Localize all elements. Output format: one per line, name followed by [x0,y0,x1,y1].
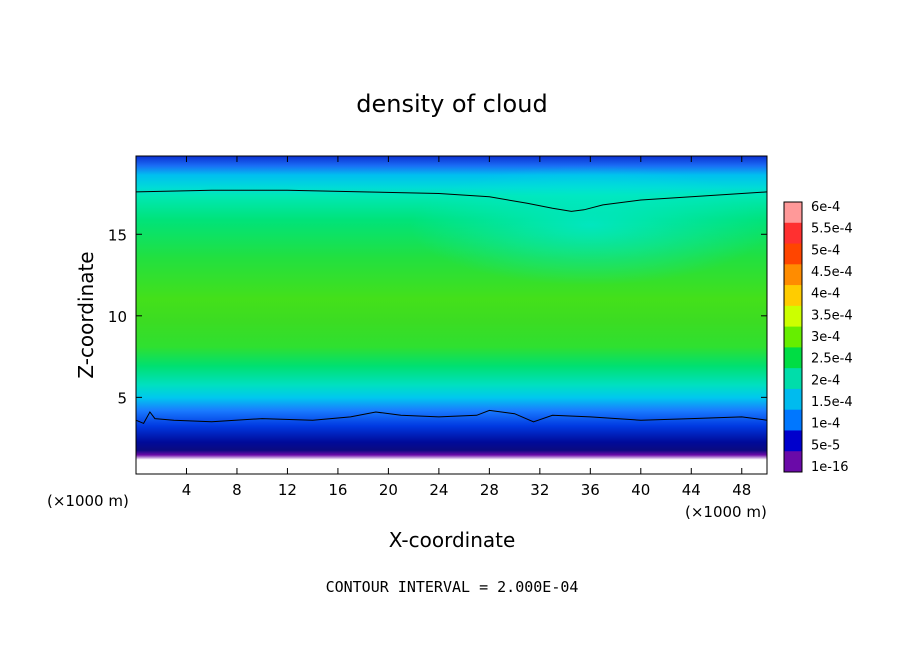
x-tick-label: 20 [379,481,398,499]
colorbar-label: 5e-5 [811,438,840,453]
colorbar-swatch [784,409,802,431]
x-tick-label: 32 [530,481,549,499]
colorbar-label: 3.5e-4 [811,308,853,323]
colorbar-swatch [784,285,802,307]
plot-frame [135,155,768,475]
colorbar-swatch [784,430,802,452]
colorbar-label: 1.5e-4 [811,395,853,410]
contour-line-upper [136,189,767,212]
y-unit-right: (×1000 m) [685,503,767,521]
contour-line-lower [136,409,767,425]
x-tick-label: 36 [581,481,600,499]
colorbar-swatch [784,305,802,328]
colorbar-swatch [784,264,802,286]
x-axis-label: X-coordinate [389,528,516,552]
colorbar-frame [783,201,803,473]
y-tick-label: 10 [108,308,127,326]
colorbar-label: 4.5e-4 [811,265,853,280]
x-tick-label: 4 [182,481,192,499]
colorbar: 6e-4 5.5e-4 5e-4 4.5e-4 4e-4 3.5e-4 3e-4 2.5e-4… [783,200,853,475]
x-tick-label: 28 [480,481,499,499]
colorbar-label: 3e-4 [811,330,840,345]
y-axis-ticks: 5 10 15 [108,226,767,407]
colorbar-swatch [784,326,802,348]
x-axis-ticks: 4 8 12 16 20 24 28 32 36 40 44 48 [182,156,751,499]
colorbar-swatch [784,368,802,390]
x-tick-label: 48 [732,481,751,499]
colorbar-swatch [784,347,802,369]
colorbar-swatch [784,451,802,473]
x-tick-label: 40 [631,481,650,499]
x-tick-label: 24 [429,481,448,499]
colorbar-swatch [784,202,802,224]
plot-area [136,156,767,474]
chart-title: density of cloud [356,90,547,118]
colorbar-label: 5.5e-4 [811,222,853,237]
field-patch [410,165,767,285]
x-unit-left: (×1000 m) [47,492,129,510]
colorbar-label: 2.5e-4 [811,352,853,367]
colorbar-swatch [784,222,802,245]
x-tick-label: 12 [278,481,297,499]
contour-interval-note: CONTOUR INTERVAL = 2.000E-04 [326,578,579,596]
y-tick-label: 15 [108,226,127,244]
y-tick-label: 5 [117,389,127,407]
colorbar-label: 5e-4 [811,243,840,258]
x-tick-label: 8 [232,481,242,499]
colorbar-label: 2e-4 [811,373,840,388]
x-tick-label: 44 [682,481,701,499]
colorbar-label: 4e-4 [811,287,840,302]
y-axis-label: Z-coordinate [74,251,98,378]
colorbar-label: 6e-4 [811,200,840,215]
x-tick-label: 16 [328,481,347,499]
colorbar-swatch [784,388,802,411]
colorbar-swatch [784,243,802,265]
colorbar-label: 1e-16 [811,460,849,475]
colorbar-label: 1e-4 [811,417,840,432]
